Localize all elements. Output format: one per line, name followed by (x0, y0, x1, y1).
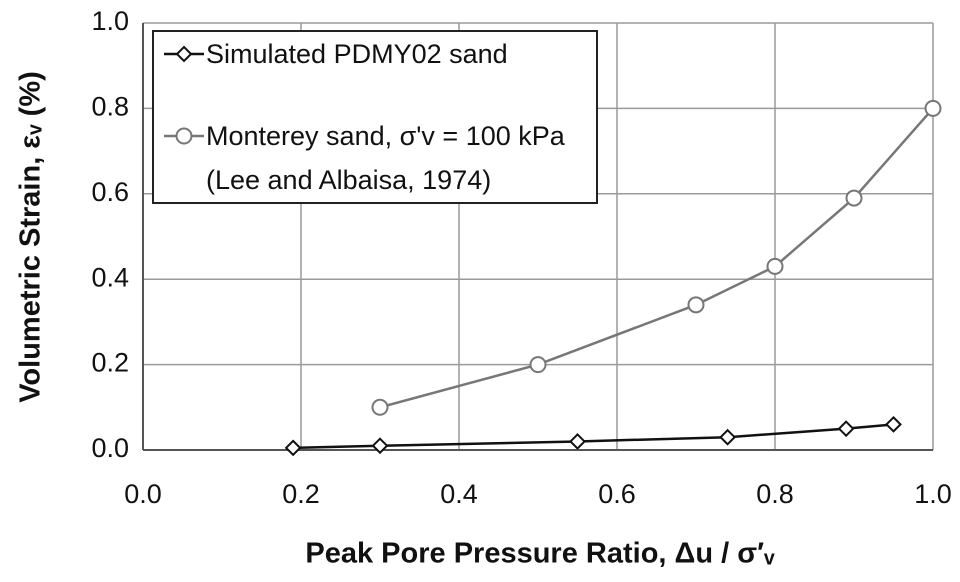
marker (924, 99, 942, 117)
y-tick-label: 0.0 (91, 433, 129, 463)
marker (837, 420, 855, 438)
x-axis-title: Peak Pore Pressure Ratio, Δu / σ′ᵥ (305, 538, 775, 570)
marker (175, 127, 193, 145)
y-tick-label: 1.0 (91, 6, 129, 36)
y-tick-label: 0.4 (91, 262, 129, 292)
legend-label: Monterey sand, σ'v = 100 kPa (Lee and Al… (206, 121, 565, 195)
y-tick-label: 0.8 (91, 92, 129, 122)
series-line (293, 423, 894, 450)
marker (845, 189, 863, 207)
legend-swatch (164, 127, 204, 145)
x-tick-label: 0.6 (598, 479, 636, 509)
marker (766, 257, 784, 275)
marker (569, 433, 586, 450)
x-tick-label: 0.0 (124, 479, 162, 509)
legend-entry: Monterey sand, σ'v = 100 kPa (Lee and Al… (162, 114, 565, 202)
x-tick-label: 0.4 (440, 479, 478, 509)
legend-swatch (164, 45, 204, 63)
series-line (379, 107, 934, 409)
legend-entry: Simulated PDMY02 sand (162, 32, 508, 76)
marker (284, 439, 302, 457)
legend: Simulated PDMY02 sand Monterey sand, σ'v … (152, 30, 598, 204)
y-axis-title: Volumetric Strain, εᵥ (%) (15, 71, 47, 403)
legend-label: Simulated PDMY02 sand (206, 39, 508, 69)
marker (885, 415, 902, 433)
y-tick-label: 0.2 (91, 348, 129, 378)
y-tick-label: 0.6 (91, 177, 129, 207)
marker (371, 398, 389, 416)
marker (175, 45, 193, 63)
x-tick-label: 0.8 (756, 479, 794, 509)
marker (687, 296, 705, 314)
marker (371, 437, 389, 455)
marker (719, 428, 737, 446)
x-tick-label: 1.0 (914, 479, 952, 509)
marker (529, 356, 547, 374)
x-tick-label: 0.2 (282, 479, 320, 509)
